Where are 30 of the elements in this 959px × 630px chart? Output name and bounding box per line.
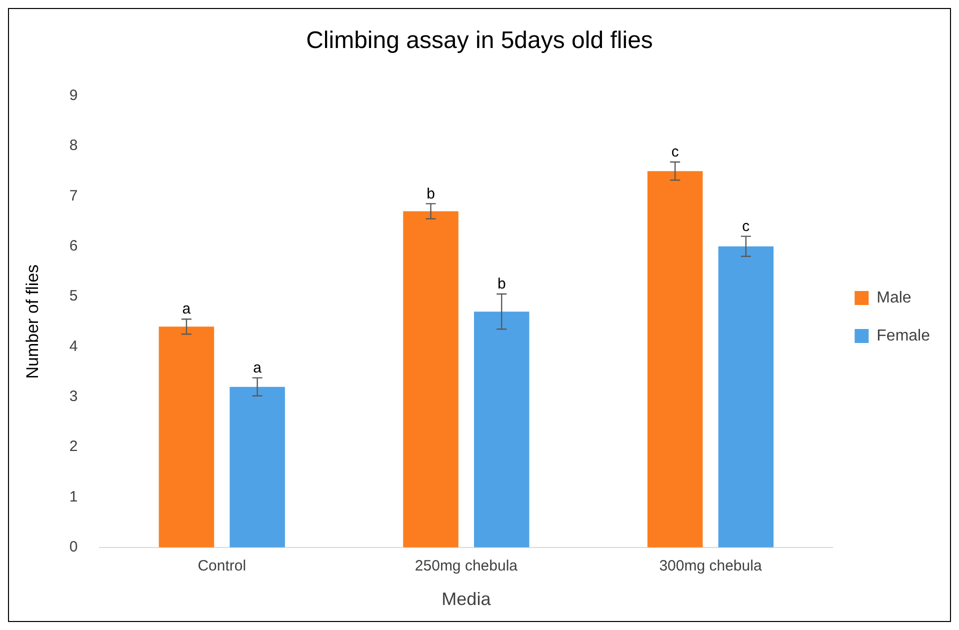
- bar: [158, 326, 214, 548]
- annotation: a: [253, 359, 262, 376]
- y-tick-label: 5: [69, 288, 78, 305]
- x-tick-label: Control: [198, 558, 246, 575]
- annotation: c: [671, 144, 680, 161]
- bar: [647, 171, 703, 548]
- bar: [230, 386, 285, 548]
- legend-label: Male: [876, 289, 912, 306]
- x-tick-label: 250mg chebula: [414, 558, 518, 575]
- y-tick-label: 3: [69, 388, 78, 406]
- x-axis-title: Media: [442, 589, 492, 610]
- y-tick-label: 4: [69, 338, 78, 355]
- chart-title: Climbing assay in 5days old flies: [306, 27, 653, 54]
- y-tick-label: 7: [69, 187, 78, 204]
- bar: [718, 246, 774, 548]
- x-tick-label: 300mg chebula: [659, 558, 762, 575]
- y-tick-label: 6: [69, 237, 78, 254]
- y-tick-label: 9: [69, 86, 78, 104]
- y-tick-label: 0: [69, 538, 78, 556]
- annotation: b: [426, 185, 435, 202]
- annotation: b: [497, 276, 506, 293]
- y-tick-label: 2: [69, 438, 78, 456]
- y-tick-label: 1: [69, 488, 78, 506]
- y-tick-label: 8: [69, 137, 78, 154]
- y-axis-title: Number of flies: [22, 264, 42, 379]
- annotation: a: [182, 300, 192, 318]
- bar: [403, 211, 458, 548]
- bar: [474, 312, 530, 548]
- annotation: c: [742, 218, 750, 235]
- legend-label: Female: [876, 327, 930, 344]
